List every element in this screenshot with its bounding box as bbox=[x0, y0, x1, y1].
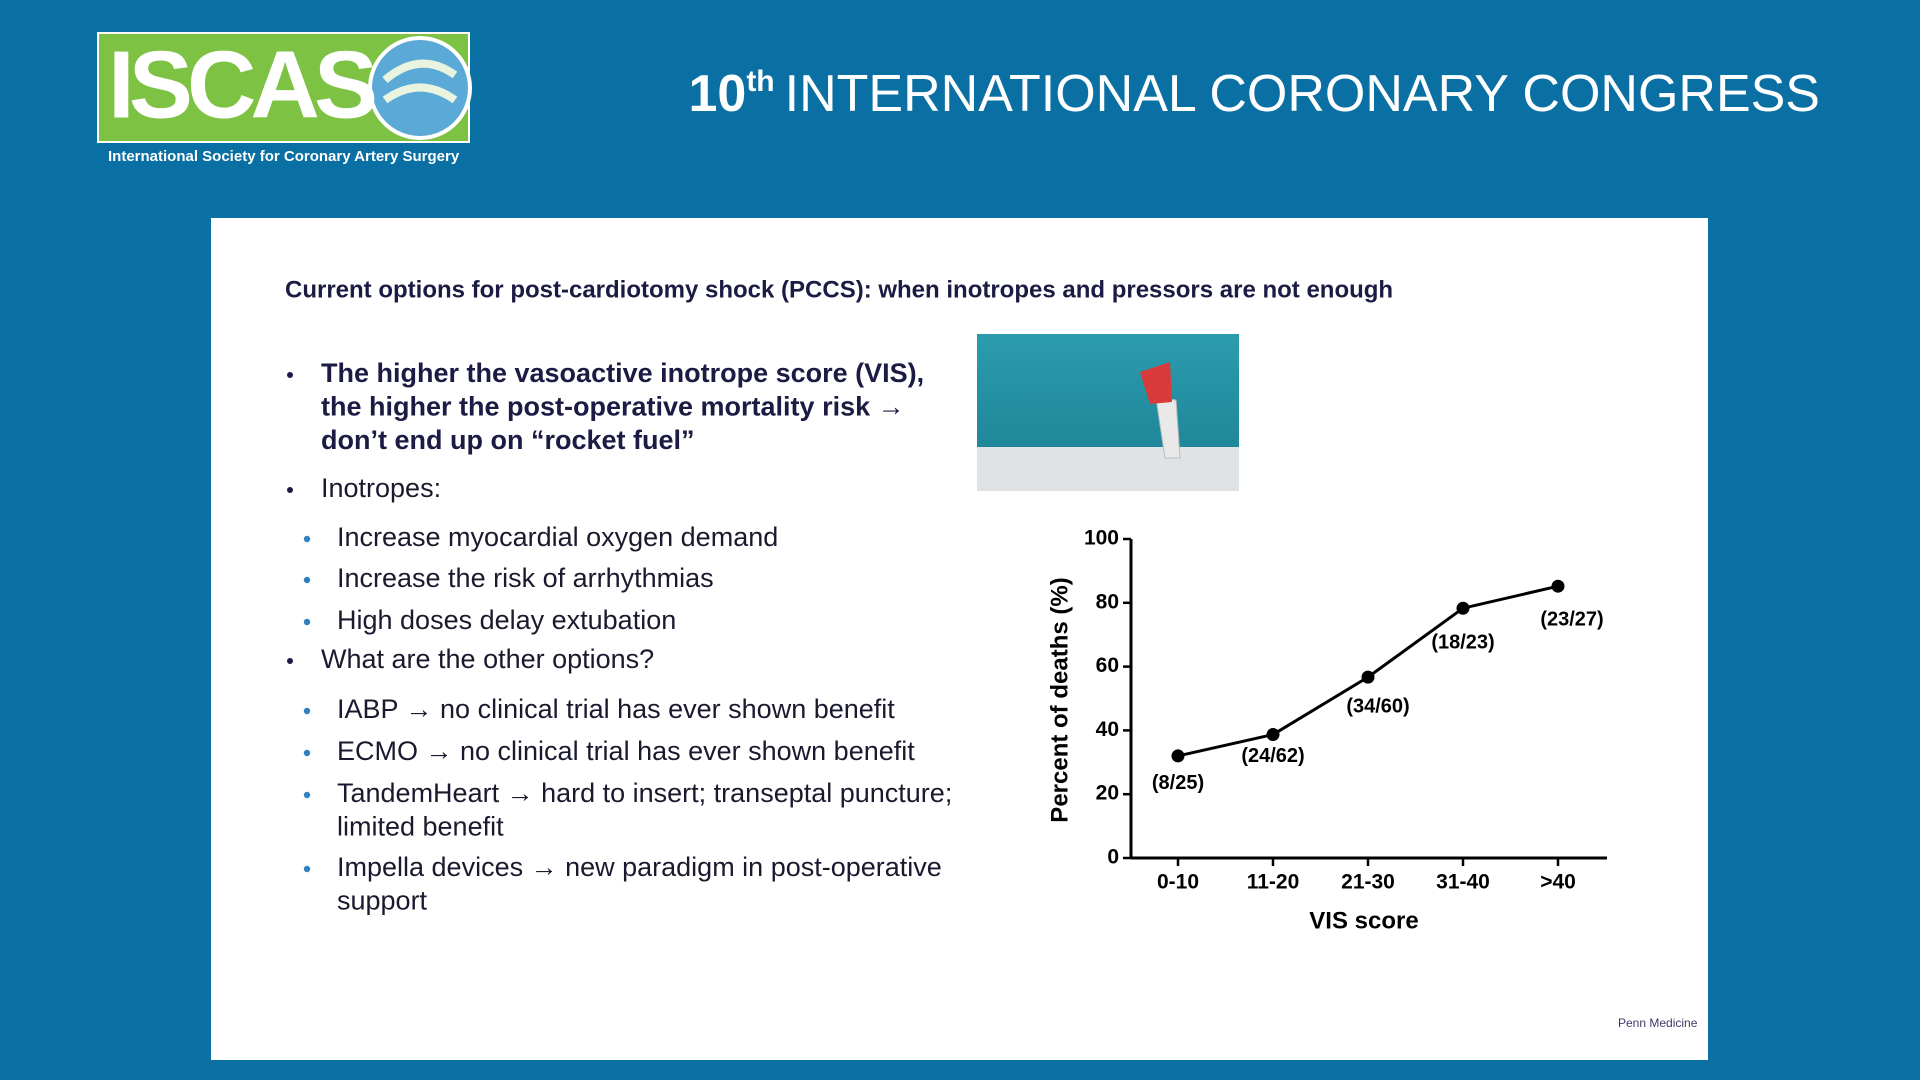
bullet-text: High doses delay extubation bbox=[337, 605, 676, 635]
value-label: (8/25) bbox=[1152, 772, 1204, 794]
y-tick-label: 20 bbox=[1096, 782, 1119, 805]
congress-name: INTERNATIONAL CORONARY CONGRESS bbox=[785, 65, 1820, 123]
bullet-text: support bbox=[337, 886, 428, 916]
chart: 0 20 40 60 80 100 0-10 11-20 21-30 31-40 >40 (8/25)… bbox=[1046, 527, 1607, 934]
image-rocket bbox=[1155, 397, 1181, 459]
bullet-dot bbox=[287, 658, 293, 664]
logo: ISCAS International Society for Coronary… bbox=[97, 31, 472, 165]
x-tick-label: 21-30 bbox=[1341, 871, 1395, 894]
bullet-text: What are the other options? bbox=[321, 644, 654, 674]
ordinal: 10 bbox=[688, 65, 746, 123]
slide-panel bbox=[211, 218, 1708, 1060]
slide-title: Current options for post-cardiotomy shoc… bbox=[285, 276, 1393, 303]
x-axis-label: VIS score bbox=[1309, 907, 1418, 934]
value-label: (18/23) bbox=[1431, 632, 1494, 654]
value-label: (24/62) bbox=[1241, 745, 1304, 767]
y-tick-label: 40 bbox=[1096, 718, 1119, 741]
bullet-dot bbox=[303, 707, 311, 715]
bullet-dot bbox=[287, 487, 293, 493]
bullet-dot bbox=[303, 618, 311, 626]
value-label: (34/60) bbox=[1346, 695, 1409, 717]
logo-swoosh bbox=[382, 59, 458, 104]
bullet-dot bbox=[303, 749, 311, 757]
rocket-image bbox=[977, 334, 1239, 491]
data-point bbox=[1171, 749, 1185, 763]
bullet-dot bbox=[303, 535, 311, 543]
bullet-text: TandemHeart → hard to insert; transeptal… bbox=[337, 778, 952, 808]
bullet-dot bbox=[303, 865, 311, 873]
bullet-text: Increase myocardial oxygen demand bbox=[337, 522, 778, 552]
bullet-text: Increase the risk of arrhythmias bbox=[337, 563, 714, 593]
y-axis-label: Percent of deaths (%) bbox=[1046, 577, 1073, 822]
bullet-text: IABP → no clinical trial has ever shown … bbox=[337, 694, 895, 724]
bullet-dot bbox=[303, 576, 311, 584]
ordinal-suffix: th bbox=[746, 65, 774, 98]
logo-text: ISCAS bbox=[108, 31, 378, 138]
data-point bbox=[1456, 601, 1470, 615]
bullet-text: limited benefit bbox=[337, 812, 504, 842]
x-tick-label: >40 bbox=[1540, 871, 1576, 894]
value-label: (23/27) bbox=[1540, 608, 1603, 630]
y-tick-label: 0 bbox=[1107, 846, 1119, 869]
image-rocket-nose bbox=[1140, 362, 1172, 404]
x-tick-label: 31-40 bbox=[1436, 871, 1490, 894]
bullet-text: The higher the vasoactive inotrope score… bbox=[321, 358, 924, 388]
data-point bbox=[1551, 579, 1565, 593]
footer: Penn Medicine bbox=[1618, 1016, 1698, 1030]
bullet-text: ECMO → no clinical trial has ever shown … bbox=[337, 736, 915, 766]
bullet-dot bbox=[287, 372, 293, 378]
congress-title: 10th INTERNATIONAL CORONARY CONGRESS bbox=[688, 65, 1820, 123]
bullet-text: the higher the post-operative mortality … bbox=[321, 392, 905, 422]
x-tick-label: 11-20 bbox=[1247, 871, 1300, 894]
bullet-text: Impella devices → new paradigm in post-o… bbox=[337, 852, 942, 882]
y-tick-label: 100 bbox=[1084, 527, 1119, 550]
society-name: International Society for Coronary Arter… bbox=[108, 148, 460, 165]
image-floor bbox=[977, 447, 1239, 491]
bullet-dot bbox=[303, 791, 311, 799]
data-point bbox=[1361, 670, 1375, 684]
x-tick-label: 0-10 bbox=[1157, 871, 1199, 894]
y-tick-label: 60 bbox=[1096, 654, 1119, 677]
bullet-text: don’t end up on “rocket fuel” bbox=[321, 425, 695, 455]
data-point bbox=[1266, 728, 1280, 742]
bullet-text: Inotropes: bbox=[321, 473, 441, 503]
y-tick-label: 80 bbox=[1096, 590, 1119, 613]
